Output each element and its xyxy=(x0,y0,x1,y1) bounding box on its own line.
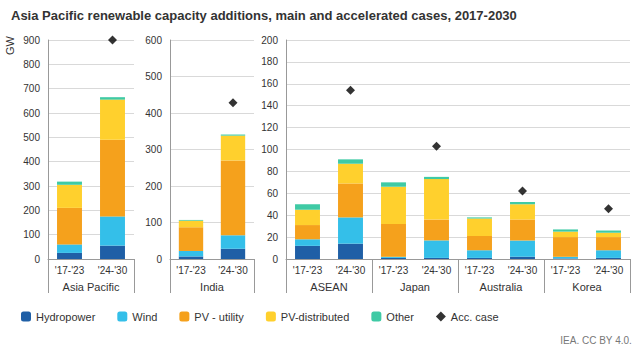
svg-text:Asia Pacific renewable capacit: Asia Pacific renewable capacity addition… xyxy=(11,8,517,23)
svg-text:'24-'30: '24-'30 xyxy=(594,265,624,276)
svg-text:600: 600 xyxy=(145,35,162,46)
svg-text:300: 300 xyxy=(23,181,40,192)
svg-text:Acc. case: Acc. case xyxy=(451,311,499,323)
svg-text:600: 600 xyxy=(23,108,40,119)
svg-text:100: 100 xyxy=(23,229,40,240)
svg-text:Asia Pacific: Asia Pacific xyxy=(63,281,120,293)
svg-text:700: 700 xyxy=(23,83,40,94)
svg-text:120: 120 xyxy=(261,122,278,133)
svg-text:200: 200 xyxy=(145,181,162,192)
svg-text:PV - utility: PV - utility xyxy=(194,311,244,323)
svg-text:400: 400 xyxy=(23,156,40,167)
svg-text:IEA. CC BY 4.0.: IEA. CC BY 4.0. xyxy=(560,335,632,346)
svg-text:'17-'23: '17-'23 xyxy=(176,265,206,276)
svg-text:100: 100 xyxy=(145,217,162,228)
svg-text:20: 20 xyxy=(267,232,279,243)
svg-text:180: 180 xyxy=(261,56,278,67)
svg-text:GW: GW xyxy=(4,35,16,55)
svg-text:'24-'30: '24-'30 xyxy=(422,265,452,276)
svg-text:Japan: Japan xyxy=(400,281,430,293)
svg-text:'17-'23: '17-'23 xyxy=(551,265,581,276)
svg-text:200: 200 xyxy=(261,35,278,46)
svg-text:60: 60 xyxy=(267,188,279,199)
svg-text:'24-'30: '24-'30 xyxy=(218,265,248,276)
svg-text:Other: Other xyxy=(386,311,414,323)
svg-text:'17-'23: '17-'23 xyxy=(55,265,85,276)
svg-text:500: 500 xyxy=(23,132,40,143)
svg-text:80: 80 xyxy=(267,166,279,177)
svg-text:0: 0 xyxy=(156,254,162,265)
svg-text:300: 300 xyxy=(145,144,162,155)
svg-text:100: 100 xyxy=(261,144,278,155)
svg-text:ASEAN: ASEAN xyxy=(310,281,347,293)
svg-text:India: India xyxy=(200,281,225,293)
svg-text:'17-'23: '17-'23 xyxy=(379,265,409,276)
svg-text:Korea: Korea xyxy=(572,281,602,293)
svg-text:'17-'23: '17-'23 xyxy=(465,265,495,276)
svg-text:200: 200 xyxy=(23,205,40,216)
svg-text:160: 160 xyxy=(261,78,278,89)
svg-text:'24-'30: '24-'30 xyxy=(508,265,538,276)
svg-text:'17-'23: '17-'23 xyxy=(293,265,323,276)
svg-text:500: 500 xyxy=(145,71,162,82)
svg-text:'24-'30: '24-'30 xyxy=(98,265,128,276)
svg-text:Hydropower: Hydropower xyxy=(36,311,96,323)
svg-text:Australia: Australia xyxy=(480,281,524,293)
svg-text:800: 800 xyxy=(23,59,40,70)
svg-text:140: 140 xyxy=(261,100,278,111)
svg-text:900: 900 xyxy=(23,35,40,46)
svg-text:0: 0 xyxy=(34,254,40,265)
svg-text:40: 40 xyxy=(267,210,279,221)
svg-text:Wind: Wind xyxy=(132,311,157,323)
svg-text:400: 400 xyxy=(145,108,162,119)
svg-text:0: 0 xyxy=(272,254,278,265)
svg-text:'24-'30: '24-'30 xyxy=(336,265,366,276)
svg-text:PV-distributed: PV-distributed xyxy=(281,311,349,323)
